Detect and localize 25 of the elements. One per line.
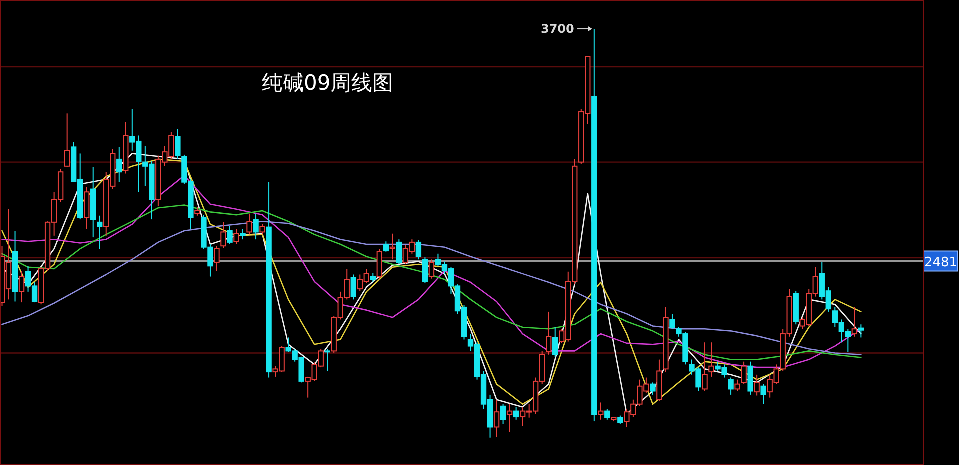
candlestick <box>116 146 122 183</box>
candlestick <box>494 399 500 438</box>
candlestick <box>852 306 858 338</box>
candlestick <box>546 311 552 356</box>
candlestick <box>18 270 25 304</box>
candlestick <box>598 402 604 420</box>
text: 2481 <box>924 255 958 270</box>
candlestick <box>663 306 669 373</box>
candlestick <box>858 324 864 338</box>
candlestick <box>390 233 396 260</box>
candlestick <box>513 406 520 420</box>
candlestick <box>754 374 760 396</box>
candlestick <box>266 182 272 378</box>
candlestick <box>708 342 714 378</box>
candlestick <box>123 122 129 174</box>
annotation: 3700 <box>540 22 574 36</box>
candlestick <box>702 342 708 392</box>
candlestick <box>370 272 376 284</box>
candlestick <box>12 230 18 302</box>
candlestick <box>506 404 513 433</box>
candlestick <box>97 215 103 250</box>
text: 纯碱09周线图 <box>262 71 394 95</box>
candlestick <box>214 246 220 272</box>
candlestick <box>592 28 598 422</box>
candlestick <box>90 166 96 238</box>
